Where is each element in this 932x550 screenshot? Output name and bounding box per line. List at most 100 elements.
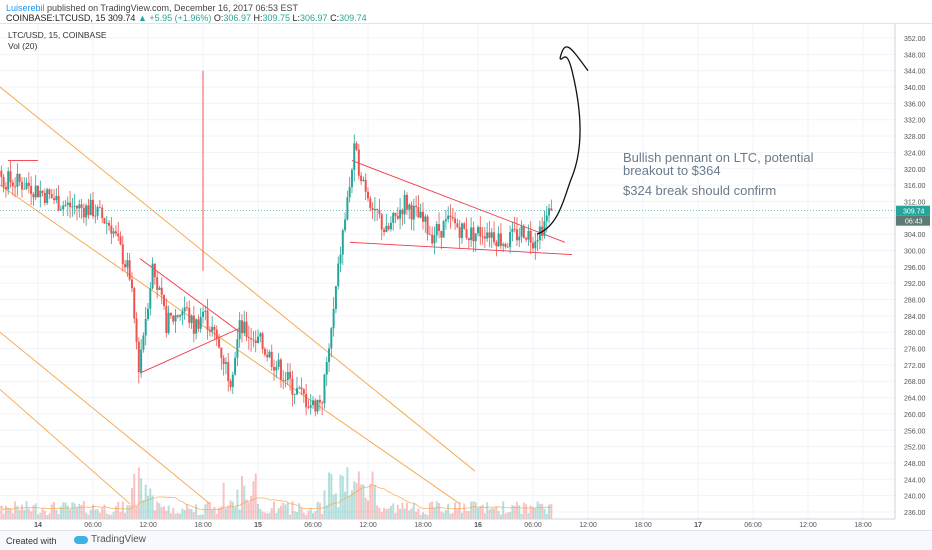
close-value: 309.74: [339, 13, 367, 23]
price-tick-label: 248.00: [904, 461, 926, 468]
volume-bar: [405, 502, 408, 519]
volume-bar: [527, 513, 530, 519]
candle-body: [199, 316, 202, 329]
volume-bar: [497, 511, 500, 519]
candle-body: [339, 254, 342, 264]
volume-bar: [240, 476, 243, 519]
candle-body: [46, 189, 49, 203]
volume-bar: [199, 514, 202, 519]
volume-bar: [465, 510, 468, 519]
candle-body: [220, 347, 223, 358]
volume-bar: [46, 514, 49, 519]
volume-bar: [169, 513, 172, 519]
volume-bar: [279, 505, 282, 519]
candle-body: [341, 230, 344, 255]
candle-body: [422, 211, 424, 222]
candle-body: [314, 400, 317, 412]
candle-body: [550, 208, 553, 211]
volume-bar: [257, 503, 259, 519]
candle-body: [135, 318, 138, 342]
volume-bar: [96, 509, 99, 519]
candle-body: [37, 185, 39, 197]
candle-body: [451, 216, 454, 219]
low-value: 306.97: [300, 13, 328, 23]
volume-bar: [454, 502, 457, 519]
candle-body: [321, 402, 324, 404]
volume-bar: [495, 506, 498, 519]
candle-body: [247, 336, 250, 339]
candle-body: [300, 387, 303, 390]
candle-body: [126, 260, 129, 268]
volume-bar: [179, 513, 182, 519]
candle-body: [57, 195, 60, 211]
candle-body: [474, 233, 477, 242]
projection-arrowhead: [559, 46, 589, 72]
annotation-main-line1: Bullish pennant on LTC, potential: [623, 150, 814, 165]
volume-bar: [472, 501, 475, 519]
time-tick-label: 16: [474, 522, 482, 529]
volume-bar: [188, 508, 191, 519]
candle-body: [332, 308, 335, 329]
price-chart[interactable]: 236.00 240.00 244.00 248.00 252.00 256.00 260.…: [0, 24, 932, 530]
candle-body: [174, 315, 177, 322]
candle-body: [243, 321, 246, 334]
volume-bar: [449, 513, 452, 519]
volume-bar: [529, 505, 532, 519]
volume-bar: [550, 503, 553, 519]
candle-body: [140, 349, 143, 373]
volume-bar: [456, 509, 459, 519]
volume-bar: [394, 513, 397, 519]
candle-body: [55, 195, 58, 201]
candle-body: [277, 359, 280, 367]
volume-bar: [481, 504, 484, 519]
volume-bar: [75, 507, 78, 519]
candle-body: [438, 224, 441, 232]
volume-bar: [541, 503, 544, 519]
candle-body: [318, 399, 321, 403]
time-tick-label: 06:00: [524, 522, 542, 529]
candle-body: [337, 263, 340, 287]
volume-bar: [85, 512, 88, 519]
volume-bar: [518, 505, 521, 519]
candle-body: [98, 206, 101, 208]
candle-body: [25, 182, 28, 189]
candle-body: [250, 338, 253, 340]
volume-bar: [206, 501, 209, 519]
volume-bar: [362, 484, 365, 519]
volume-bar: [270, 507, 273, 519]
time-axis: 14 06:00 12:00 18:00 15 06:00 12:00 18:00 16 06:0…: [34, 522, 872, 529]
candle-body: [481, 236, 484, 238]
volume-bar: [128, 505, 131, 519]
candle-body: [435, 224, 438, 236]
volume-bar: [34, 503, 37, 519]
volume-bar: [314, 511, 317, 519]
time-tick-label: 12:00: [139, 522, 157, 529]
candle-body: [73, 205, 76, 207]
candle-body: [16, 173, 19, 187]
candle-body: [447, 215, 450, 220]
volume-bar: [467, 511, 470, 519]
volume-bar: [534, 508, 537, 519]
volume-bar: [110, 514, 113, 519]
volume-bar: [156, 501, 159, 519]
volume-bar: [92, 504, 94, 519]
price-tick-label: 288.00: [904, 298, 926, 305]
candle-body: [213, 326, 216, 330]
volume-bar: [348, 496, 351, 519]
candle-body: [144, 318, 147, 336]
tradingview-brand[interactable]: TradingView: [74, 534, 146, 545]
candle-body: [302, 389, 305, 394]
volume-bar: [401, 502, 404, 519]
volume-bar: [238, 509, 241, 519]
volume-bar: [442, 512, 445, 519]
footer: Created with TradingView: [0, 530, 932, 550]
author-link[interactable]: Luiserebil: [6, 3, 45, 13]
volume-bar: [268, 512, 271, 519]
candle-body: [257, 336, 259, 344]
candle-body: [373, 209, 376, 211]
candle-body: [197, 319, 200, 329]
candle-body: [39, 190, 42, 197]
candle-body: [394, 212, 397, 216]
volume-bar: [360, 484, 363, 519]
candle-body: [9, 171, 12, 183]
